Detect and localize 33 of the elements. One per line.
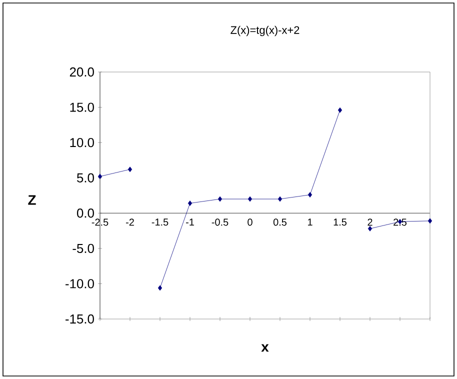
chart-title: Z(x)=tg(x)-x+2 bbox=[230, 26, 300, 36]
point bbox=[98, 174, 102, 180]
point bbox=[128, 166, 132, 172]
x-tick-label: -1.5 bbox=[152, 218, 168, 226]
y-tick-label: 15.0 bbox=[70, 102, 94, 112]
y-tick-label: -10.0 bbox=[66, 279, 94, 288]
y-tick-label: 20.0 bbox=[70, 67, 94, 77]
y-tick-label: -5.0 bbox=[72, 244, 94, 254]
x-axis-title: x bbox=[261, 344, 269, 352]
y-tick-label: -15.0 bbox=[66, 314, 94, 324]
point bbox=[308, 192, 312, 198]
point bbox=[188, 200, 192, 206]
x-tick-label: 2.5 bbox=[394, 218, 407, 226]
x-tick-label: 0.5 bbox=[273, 218, 287, 226]
point bbox=[218, 196, 222, 202]
x-tick-label: -2.5 bbox=[92, 218, 108, 226]
y-axis-title: Z bbox=[28, 195, 36, 205]
point bbox=[248, 196, 252, 202]
point bbox=[368, 226, 372, 232]
point bbox=[338, 107, 342, 113]
x-tick-label: -0.5 bbox=[212, 218, 228, 226]
y-tick-label: 10.0 bbox=[70, 138, 94, 148]
y-tick-label: 5.0 bbox=[76, 173, 94, 182]
point bbox=[428, 218, 432, 224]
point bbox=[278, 196, 282, 202]
x-tick-label: -2 bbox=[126, 218, 134, 226]
x-tick-label: -1 bbox=[186, 218, 194, 226]
x-tick-label: 0 bbox=[248, 218, 252, 226]
point bbox=[158, 285, 162, 291]
x-tick-label: 1 bbox=[308, 218, 312, 226]
x-tick-label: 2 bbox=[368, 218, 372, 226]
x-tick-label: 1.5 bbox=[334, 218, 347, 226]
y-tick-label: 0.0 bbox=[76, 208, 94, 218]
